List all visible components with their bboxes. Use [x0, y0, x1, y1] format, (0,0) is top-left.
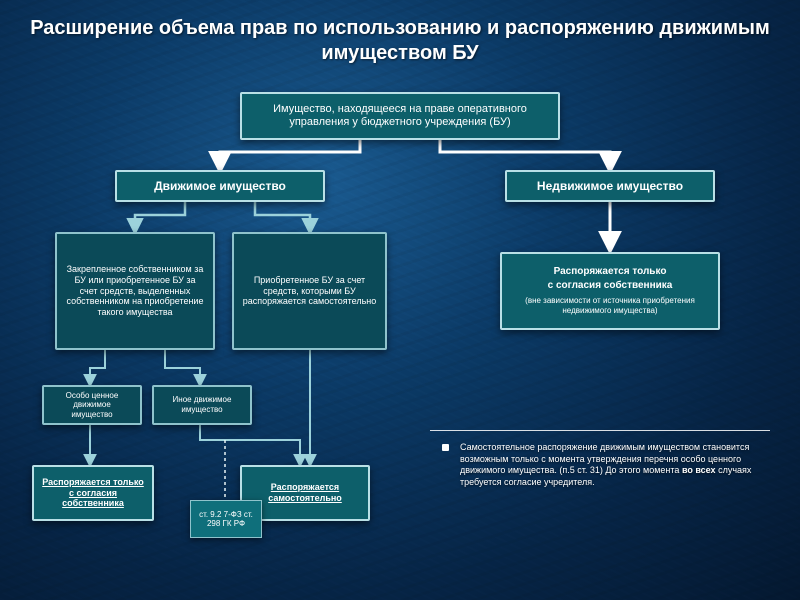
box-self-label: Распоряжается самостоятельно [250, 482, 360, 504]
box-immovable-label: Недвижимое имущество [537, 179, 683, 193]
page-title: Расширение объема прав по использованию … [0, 16, 800, 66]
box-owner-only: Распоряжается только с согласия собствен… [32, 465, 154, 521]
box-immovable: Недвижимое имущество [505, 170, 715, 202]
box-owner-only-label: Распоряжается только с согласия собствен… [42, 477, 144, 509]
divider-line [430, 430, 770, 431]
immov-note-line3: (вне зависимости от источника приобретен… [510, 296, 710, 315]
box-inoe-label: Иное движимое имущество [162, 395, 242, 414]
box-mov-a: Закрепленное собственником за БУ или при… [55, 232, 215, 350]
citation-label: ст. 9.2 7-ФЗ ст. 298 ГК РФ [195, 510, 257, 528]
box-ocdv: Особо ценное движимое имущество [42, 385, 142, 425]
box-mov-b-label: Приобретенное БУ за счет средств, которы… [242, 275, 377, 307]
box-ocdv-label: Особо ценное движимое имущество [52, 391, 132, 420]
box-movable: Движимое имущество [115, 170, 325, 202]
box-mov-a-label: Закрепленное собственником за БУ или при… [65, 264, 205, 318]
immov-note-line1: Распоряжается только [554, 266, 667, 278]
box-root: Имущество, находящееся на праве оператив… [240, 92, 560, 140]
bullet-icon [442, 444, 449, 451]
stage: Расширение объема прав по использованию … [0, 0, 800, 600]
box-root-label: Имущество, находящееся на праве оператив… [250, 103, 550, 129]
side-note: Самостоятельное распоряжение движимым им… [460, 442, 760, 489]
box-mov-b: Приобретенное БУ за счет средств, которы… [232, 232, 387, 350]
box-immov-note: Распоряжается только с согласия собствен… [500, 252, 720, 330]
box-inoe: Иное движимое имущество [152, 385, 252, 425]
side-note-text: Самостоятельное распоряжение движимым им… [460, 442, 760, 489]
citation-box: ст. 9.2 7-ФЗ ст. 298 ГК РФ [190, 500, 262, 538]
box-movable-label: Движимое имущество [154, 179, 286, 193]
immov-note-line2: с согласия собственника [548, 280, 673, 292]
